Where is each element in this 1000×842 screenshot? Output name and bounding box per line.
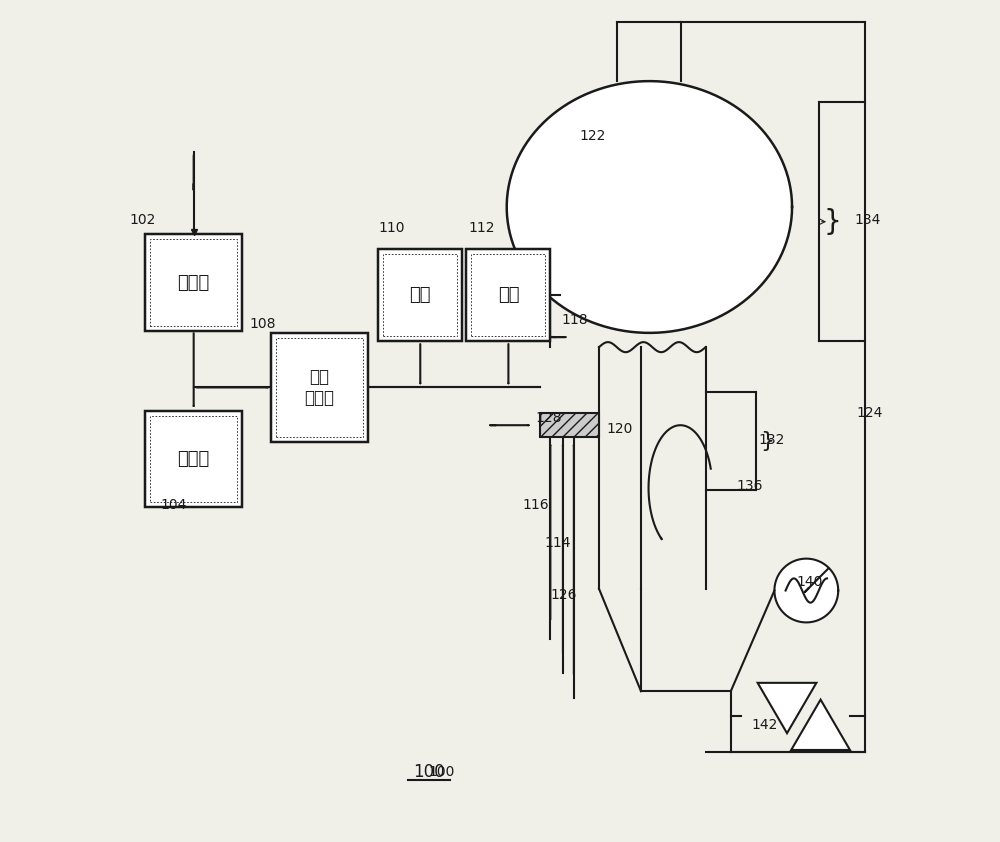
Text: 112: 112 [468, 221, 495, 235]
Polygon shape [758, 683, 816, 733]
Text: 108: 108 [250, 317, 276, 332]
Text: 128: 128 [535, 412, 562, 425]
Text: 114: 114 [544, 536, 571, 550]
Text: 134: 134 [854, 212, 881, 226]
Polygon shape [774, 558, 838, 622]
Polygon shape [507, 81, 792, 333]
FancyBboxPatch shape [271, 333, 368, 442]
FancyBboxPatch shape [378, 249, 462, 341]
Text: 116: 116 [523, 498, 549, 512]
Text: 催化罐: 催化罐 [178, 274, 210, 291]
Text: }: } [823, 208, 841, 236]
Text: 静态
混合器: 静态 混合器 [305, 368, 335, 407]
Text: 烷基: 烷基 [410, 286, 431, 304]
Text: 104: 104 [160, 498, 186, 512]
Text: 140: 140 [796, 575, 823, 589]
Text: 132: 132 [758, 434, 785, 447]
FancyBboxPatch shape [145, 411, 242, 507]
Polygon shape [791, 700, 850, 750]
Text: 142: 142 [752, 717, 778, 732]
Text: 124: 124 [857, 406, 883, 419]
Text: 修整罐: 修整罐 [178, 450, 210, 468]
Text: 102: 102 [129, 212, 155, 226]
Text: 122: 122 [580, 129, 606, 142]
Text: }: } [760, 431, 774, 450]
FancyBboxPatch shape [540, 413, 599, 437]
Text: 136: 136 [737, 479, 763, 493]
Text: 110: 110 [378, 221, 405, 235]
Text: 118: 118 [561, 313, 588, 328]
FancyBboxPatch shape [145, 234, 242, 331]
Text: 载体: 载体 [498, 286, 519, 304]
Text: 100: 100 [413, 763, 444, 781]
Text: 120: 120 [607, 423, 633, 436]
Text: 126: 126 [550, 588, 577, 602]
FancyBboxPatch shape [466, 249, 550, 341]
Text: 100: 100 [429, 765, 455, 779]
